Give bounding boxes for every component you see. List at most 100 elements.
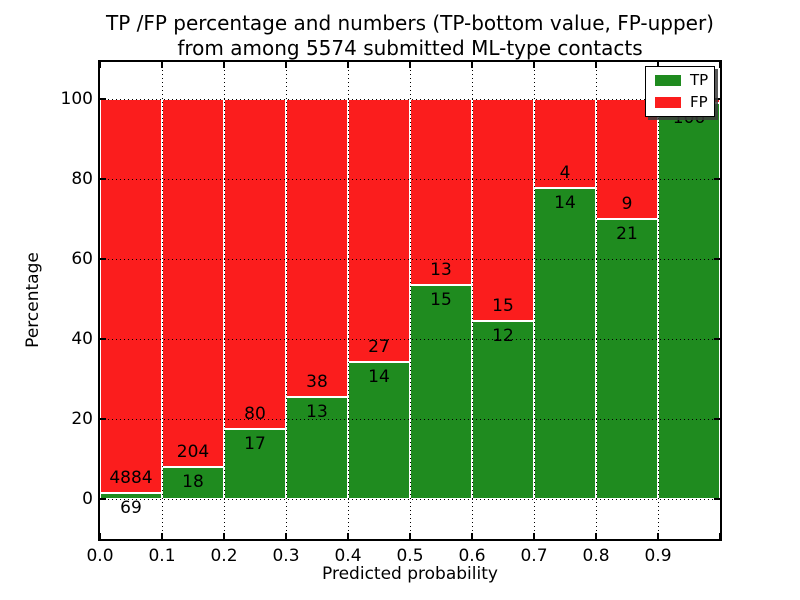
gridline-vertical — [285, 62, 287, 539]
gridline-vertical — [471, 62, 473, 539]
legend-swatch-fp-icon — [655, 97, 681, 108]
bar-fp-segment — [286, 99, 348, 398]
x-tick-bottom — [409, 533, 411, 539]
x-tick-label: 0.1 — [148, 546, 176, 566]
bar-tp-segment — [534, 187, 596, 499]
gridline-horizontal — [100, 258, 720, 260]
bar-fp-segment — [410, 99, 472, 285]
x-tick-top — [99, 62, 101, 68]
x-tick-bottom — [657, 533, 659, 539]
y-tick-right — [714, 258, 720, 260]
bar-tp-segment — [658, 102, 720, 499]
y-axis-label: Percentage — [23, 252, 43, 348]
legend-item-tp: TP — [655, 71, 709, 89]
fp-count-label: 15 — [492, 296, 514, 317]
x-tick-bottom — [99, 533, 101, 539]
gridline-vertical — [161, 62, 163, 539]
x-tick-top — [595, 62, 597, 68]
gridline-vertical — [223, 62, 225, 539]
y-tick-left — [100, 258, 106, 260]
gridline-horizontal — [100, 498, 720, 500]
y-tick-right — [714, 498, 720, 500]
x-tick-bottom — [161, 533, 163, 539]
legend-label-tp: TP — [690, 71, 709, 89]
x-tick-bottom — [595, 533, 597, 539]
x-tick-top — [223, 62, 225, 68]
y-tick-label: 100 — [60, 89, 93, 109]
gridline-horizontal — [100, 418, 720, 420]
fp-count-label: 4 — [559, 162, 571, 183]
tp-count-label: 18 — [182, 471, 204, 492]
tp-count-label: 14 — [368, 367, 390, 388]
y-tick-right — [714, 98, 720, 100]
x-tick-label: 0.2 — [210, 546, 238, 566]
bar-fp-segment — [596, 99, 658, 219]
y-tick-label: 20 — [71, 409, 93, 429]
gridline-horizontal — [100, 178, 720, 180]
x-tick-top — [657, 62, 659, 68]
x-tick-top — [285, 62, 287, 68]
bar-fp-segment — [472, 99, 534, 322]
fp-count-label: 204 — [176, 441, 210, 462]
x-tick-label: 0.7 — [520, 546, 548, 566]
x-tick-label: 0.3 — [272, 546, 300, 566]
x-axis-label: Predicted probability — [322, 564, 498, 584]
legend-item-fp: FP — [655, 93, 708, 111]
bar-tp-segment — [410, 284, 472, 499]
fp-count-label: 4884 — [109, 468, 153, 489]
bar-tp-segment — [162, 466, 224, 499]
tp-count-label: 17 — [244, 433, 266, 454]
x-tick-label: 0.9 — [644, 546, 672, 566]
fp-count-label: 9 — [621, 194, 633, 214]
x-tick-bottom — [347, 533, 349, 539]
y-tick-label: 0 — [82, 489, 93, 509]
y-tick-left — [100, 98, 106, 100]
y-tick-right — [714, 338, 720, 340]
x-tick-label: 0.8 — [582, 546, 610, 566]
x-tick-label: 0.6 — [458, 546, 486, 566]
plot-area: 4884692041880173813271413151512414921110… — [100, 62, 720, 539]
legend: TP FP — [645, 66, 715, 117]
y-tick-left — [100, 178, 106, 180]
gridline-vertical — [347, 62, 349, 539]
fp-count-label: 80 — [244, 403, 266, 424]
bar-tp-segment — [596, 219, 658, 499]
x-tick-bottom — [285, 533, 287, 539]
x-tick-bottom — [223, 533, 225, 539]
gridline-vertical — [657, 62, 659, 539]
bar-fp-segment — [100, 99, 162, 494]
legend-label-fp: FP — [690, 93, 708, 111]
y-tick-right — [714, 178, 720, 180]
chart-title-line2: from among 5574 submitted ML-type contac… — [177, 36, 643, 60]
fp-count-label: 13 — [430, 259, 452, 280]
y-tick-left — [100, 498, 106, 500]
fp-count-label: 38 — [306, 372, 328, 393]
y-tick-left — [100, 338, 106, 340]
y-tick-right — [714, 418, 720, 420]
x-tick-label: 0.0 — [86, 546, 114, 566]
tp-count-label: 13 — [306, 402, 328, 423]
gridline-vertical — [409, 62, 411, 539]
y-tick-label: 80 — [71, 169, 93, 189]
gridline-horizontal — [100, 338, 720, 340]
tp-count-label: 69 — [120, 498, 142, 519]
y-tick-label: 60 — [71, 249, 93, 269]
gridline-vertical — [533, 62, 535, 539]
x-tick-bottom — [471, 533, 473, 539]
bar-tp-segment — [472, 321, 534, 499]
x-tick-top — [471, 62, 473, 68]
gridline-horizontal — [100, 98, 720, 100]
legend-swatch-tp-icon — [655, 75, 681, 86]
tp-count-label: 21 — [616, 224, 638, 244]
y-tick-label: 40 — [71, 329, 93, 349]
x-tick-top — [409, 62, 411, 68]
x-tick-top — [161, 62, 163, 68]
bar-fp-segment — [348, 99, 410, 363]
x-tick-label: 0.5 — [396, 546, 424, 566]
fp-count-label: 27 — [368, 337, 390, 358]
bar-fp-segment — [534, 99, 596, 188]
x-tick-bottom — [719, 533, 721, 539]
bar-tp-segment — [348, 362, 410, 499]
x-tick-top — [533, 62, 535, 68]
